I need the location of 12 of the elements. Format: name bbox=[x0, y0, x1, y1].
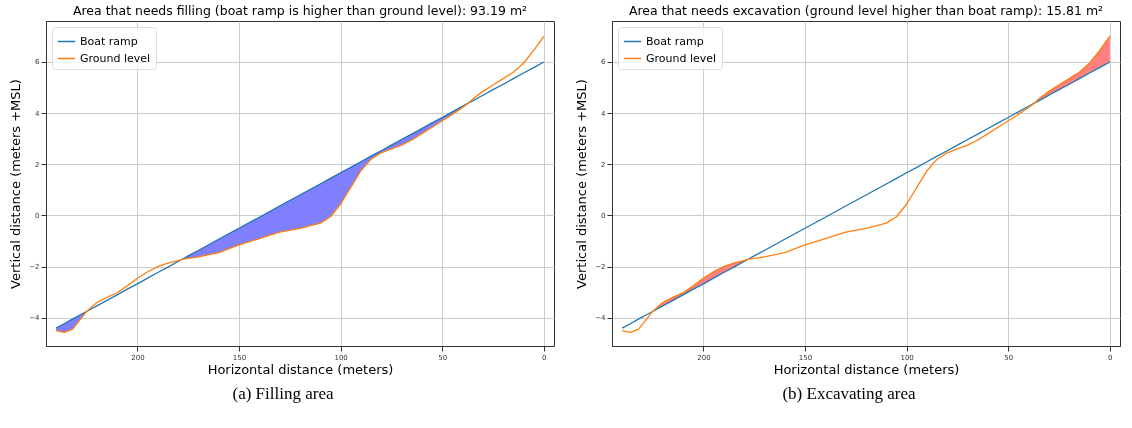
y-axis-title: Vertical distance (meters +MSL) bbox=[573, 79, 589, 289]
legend-label: Ground level bbox=[645, 51, 716, 65]
x-axis-title: Horizontal distance (meters) bbox=[773, 361, 959, 377]
chart-title: Area that needs filling (boat ramp is higher than ground level): 93.19 m² bbox=[72, 2, 527, 18]
chart-title: Area that needs excavation (ground level higher than boat ramp): 15.81 m² bbox=[628, 2, 1103, 18]
legend-label: Ground level bbox=[79, 51, 150, 65]
y-axis-title: Vertical distance (meters +MSL) bbox=[7, 79, 23, 289]
text: (a) Filling area bbox=[232, 384, 334, 404]
x-axis-title: Horizontal distance (meters) bbox=[207, 361, 393, 377]
text: (b) Excavating area bbox=[782, 384, 916, 404]
legend-label: Boat ramp bbox=[645, 34, 704, 48]
legend-label: Boat ramp bbox=[79, 34, 138, 48]
